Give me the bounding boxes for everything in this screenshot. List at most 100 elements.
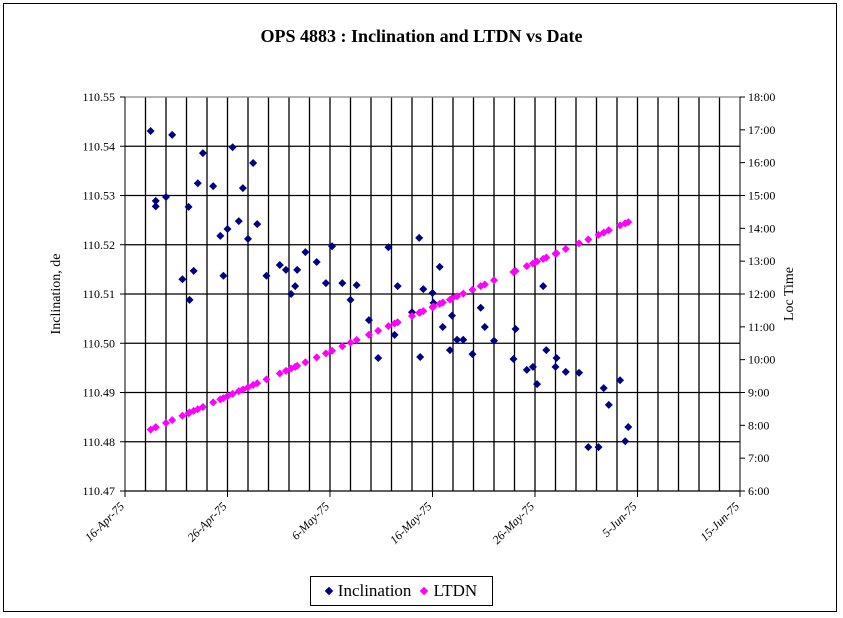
inclination-point bbox=[189, 266, 198, 275]
inclination-point bbox=[216, 231, 225, 240]
inclination-point bbox=[249, 158, 258, 167]
y-axis-title: Inclination, de bbox=[49, 254, 64, 335]
y2-tick-label: 8:00 bbox=[748, 418, 769, 432]
inclination-point bbox=[162, 192, 170, 201]
ltdn-point bbox=[364, 330, 373, 339]
y-tick-label: 110.53 bbox=[82, 189, 115, 203]
y-tick-label: 110.48 bbox=[82, 435, 115, 449]
ltdn-point bbox=[312, 353, 321, 362]
ltdn-point bbox=[151, 423, 160, 432]
ltdn-point bbox=[429, 302, 438, 311]
inclination-point bbox=[509, 355, 518, 364]
y2-tick-label: 10:00 bbox=[748, 353, 775, 367]
ltdn-point bbox=[584, 235, 593, 244]
ltdn-point bbox=[393, 318, 402, 327]
inclination-point bbox=[374, 354, 383, 363]
ltdn-point bbox=[408, 311, 416, 320]
inclination-point bbox=[419, 285, 428, 294]
inclination-point bbox=[328, 242, 337, 251]
y2-axis-title: Loc Time bbox=[782, 267, 797, 321]
ltdn-point bbox=[552, 249, 561, 258]
inclination-point bbox=[223, 224, 232, 233]
inclination-point bbox=[244, 234, 252, 243]
ltdn-point bbox=[346, 338, 355, 347]
inclination-point bbox=[435, 262, 444, 271]
inclination-point bbox=[338, 279, 347, 288]
ltdn-point bbox=[168, 416, 177, 425]
y2-tick-label: 7:00 bbox=[748, 451, 769, 465]
inclination-point bbox=[552, 354, 561, 363]
inclination-point bbox=[219, 271, 228, 280]
inclination-point bbox=[301, 248, 310, 257]
inclination-point bbox=[480, 322, 489, 331]
ltdn-point bbox=[511, 267, 520, 276]
inclination-point bbox=[346, 295, 355, 304]
y2-tick-label: 18:00 bbox=[748, 90, 775, 104]
ltdn-point bbox=[228, 389, 237, 398]
ltdn-point bbox=[293, 361, 302, 370]
inclination-point bbox=[384, 243, 393, 252]
inclination-point bbox=[209, 182, 218, 191]
x-tick-label: 16-May-75 bbox=[387, 499, 435, 547]
inclination-point bbox=[528, 362, 537, 371]
inclination-point bbox=[364, 316, 373, 325]
y-tick-label: 110.54 bbox=[82, 139, 115, 153]
inclination-point bbox=[198, 149, 207, 158]
ltdn-point bbox=[321, 349, 330, 358]
y2-tick-label: 15:00 bbox=[748, 189, 775, 203]
inclination-point bbox=[575, 368, 584, 377]
inclination-point bbox=[228, 143, 237, 152]
x-tick-label: 6-May-75 bbox=[289, 499, 332, 542]
y-tick-label: 110.51 bbox=[82, 287, 115, 301]
inclination-point bbox=[624, 422, 633, 431]
inclination-point bbox=[352, 281, 361, 290]
inclination-point bbox=[584, 443, 593, 452]
ltdn-point bbox=[459, 289, 468, 298]
y2-tick-label: 13:00 bbox=[748, 254, 775, 268]
inclination-point bbox=[621, 437, 630, 446]
inclination-point bbox=[393, 282, 402, 291]
ltdn-point bbox=[438, 298, 447, 307]
inclination-point bbox=[616, 376, 625, 385]
ltdn-point bbox=[419, 307, 428, 316]
inclination-point bbox=[185, 295, 194, 304]
ltdn-point bbox=[490, 276, 498, 285]
inclination-point bbox=[253, 220, 262, 229]
x-tick-label: 16-Apr-75 bbox=[82, 499, 127, 544]
y2-tick-label: 17:00 bbox=[748, 123, 775, 137]
ltdn-point bbox=[253, 379, 262, 388]
x-tick-label: 5-Jun-75 bbox=[599, 499, 640, 540]
inclination-point bbox=[533, 380, 542, 389]
inclination-point bbox=[151, 202, 160, 211]
inclination-point bbox=[561, 367, 570, 376]
inclination-point bbox=[293, 265, 302, 274]
ltdn-point bbox=[275, 369, 284, 378]
chart-frame bbox=[3, 3, 837, 612]
ltdn-point bbox=[384, 322, 393, 331]
inclination-point bbox=[522, 365, 531, 374]
y2-tick-label: 16:00 bbox=[748, 156, 775, 170]
y2-tick-label: 12:00 bbox=[748, 287, 775, 301]
inclination-point bbox=[193, 179, 202, 188]
inclination-point bbox=[238, 184, 247, 193]
ltdn-point bbox=[575, 239, 584, 248]
inclination-point bbox=[511, 324, 520, 333]
y2-tick-label: 6:00 bbox=[748, 484, 769, 498]
x-tick-label: 15-Jun-75 bbox=[697, 499, 742, 544]
inclination-point bbox=[428, 289, 437, 298]
inclination-point bbox=[594, 443, 603, 452]
inclination-point bbox=[416, 353, 425, 362]
y-tick-label: 110.47 bbox=[82, 484, 115, 498]
inclination-point bbox=[178, 275, 187, 284]
ltdn-point bbox=[198, 402, 207, 411]
inclination-point bbox=[539, 282, 548, 291]
ltdn-point bbox=[542, 253, 551, 262]
y2-tick-label: 14:00 bbox=[748, 221, 775, 235]
inclination-point bbox=[281, 265, 290, 274]
y2-tick-label: 11:00 bbox=[748, 320, 775, 334]
inclination-point bbox=[604, 400, 613, 409]
inclination-point bbox=[234, 217, 243, 226]
inclination-point bbox=[476, 303, 485, 312]
inclination-point bbox=[291, 282, 300, 291]
